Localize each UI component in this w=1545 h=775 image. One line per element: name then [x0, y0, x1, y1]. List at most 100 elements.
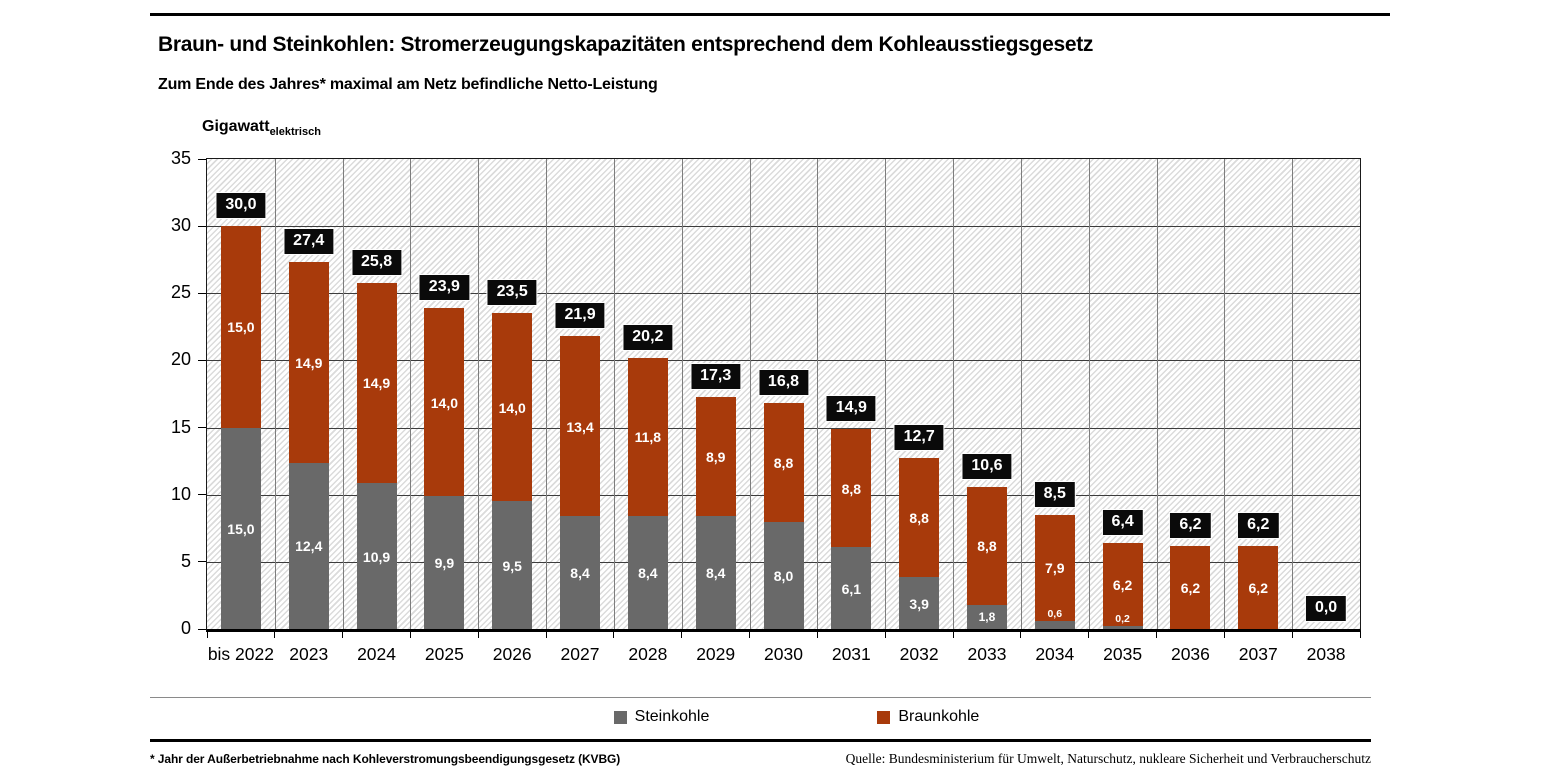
- gridline-vertical: [817, 159, 819, 629]
- total-value-badge: 12,7: [893, 424, 945, 452]
- x-axis-tick: [681, 632, 683, 638]
- gridline-vertical: [410, 159, 412, 629]
- y-axis-tick-label: 15: [170, 416, 191, 437]
- x-axis-tick: [1088, 632, 1090, 638]
- x-axis-category-label: 2036: [1170, 644, 1210, 664]
- legend-row: Steinkohle Braunkohle: [222, 698, 1371, 726]
- steinkohle-value-label: 8,0: [773, 567, 794, 584]
- y-axis-tick-label: 20: [170, 349, 191, 370]
- steinkohle-value-label: 1,8: [978, 610, 996, 625]
- x-axis-tick: [952, 632, 954, 638]
- gridline-vertical: [613, 159, 615, 629]
- bar-segment-steinkohle: [763, 521, 804, 629]
- bar-segment-steinkohle: [831, 547, 872, 629]
- gridline-vertical: [1088, 159, 1090, 629]
- bar-segment-braunkohle: [492, 313, 533, 502]
- bar-segment-braunkohle: [695, 396, 736, 517]
- legend-label-steinkohle: Steinkohle: [634, 708, 710, 725]
- gridline-vertical: [953, 159, 955, 629]
- x-axis-category-label: bis 2022: [207, 644, 274, 664]
- gridline-vertical: [1292, 159, 1294, 629]
- braunkohle-value-label: 14,9: [362, 375, 391, 392]
- x-axis-category-label: 2024: [357, 644, 397, 664]
- steinkohle-swatch-icon: [613, 710, 627, 724]
- x-axis-tick: [816, 632, 818, 638]
- source-text: Quelle: Bundesministerium für Umwelt, Na…: [845, 751, 1371, 766]
- gridline-vertical: [342, 159, 344, 629]
- steinkohle-value-label: 9,5: [502, 557, 522, 574]
- braunkohle-value-label: 14,9: [295, 354, 323, 371]
- legend-label-braunkohle: Braunkohle: [898, 708, 980, 725]
- braunkohle-value-label: 6,2: [1248, 579, 1268, 596]
- total-value-badge: 20,2: [622, 323, 674, 351]
- unit-subscript: elektrisch: [269, 126, 321, 139]
- bar-segment-braunkohle: [627, 357, 668, 517]
- total-value-badge: 21,9: [554, 302, 606, 330]
- legend-item-steinkohle: Steinkohle: [613, 708, 710, 726]
- bar-segment-braunkohle: [1170, 545, 1211, 629]
- gridline-horizontal: [207, 360, 1360, 362]
- bar-segment-braunkohle: [899, 458, 940, 577]
- gridline-vertical: [681, 159, 683, 629]
- total-value-badge: 6,4: [1101, 509, 1144, 537]
- x-axis-tick: [342, 632, 344, 638]
- total-value-badge: 27,4: [283, 228, 335, 256]
- braunkohle-value-label: 6,2: [1112, 577, 1133, 594]
- y-axis-tick-label: 0: [180, 618, 191, 638]
- bar-segment-steinkohle: [424, 496, 465, 629]
- steinkohle-value-label: 8,4: [638, 565, 658, 582]
- bar-segment-steinkohle: [288, 462, 329, 629]
- legend-item-braunkohle: Braunkohle: [877, 708, 979, 726]
- x-axis-category-label: 2035: [1103, 644, 1143, 664]
- gridline-vertical: [1156, 159, 1158, 629]
- steinkohle-value-label: 0,6: [1047, 607, 1063, 620]
- y-axis-tick: [198, 359, 206, 361]
- x-axis-tick: [1223, 632, 1225, 638]
- braunkohle-value-label: 8,8: [841, 480, 862, 497]
- bar-segment-braunkohle: [763, 403, 804, 522]
- braunkohle-value-label: 8,8: [773, 455, 794, 471]
- y-axis-tick-label: 25: [170, 282, 191, 303]
- total-value-badge: 23,5: [486, 279, 538, 307]
- bar-segment-steinkohle: [220, 427, 261, 629]
- bar-segment-steinkohle: [560, 516, 601, 629]
- page-title: Braun- und Steinkohlen: Stromerzeugungsk…: [158, 33, 1094, 56]
- total-value-badge: 10,6: [961, 452, 1013, 480]
- x-axis-category-label: 2026: [492, 644, 532, 664]
- x-axis-category-label: 2038: [1306, 644, 1346, 664]
- total-value-badge: 14,9: [825, 394, 877, 422]
- total-value-badge: 8,5: [1033, 480, 1076, 508]
- x-axis-tick: [477, 632, 479, 638]
- bar-segment-steinkohle: [356, 482, 397, 629]
- bar-segment-braunkohle: [1034, 514, 1075, 621]
- braunkohle-value-label: 7,9: [1045, 560, 1065, 577]
- top-rule: [150, 13, 1390, 16]
- steinkohle-value-label: 6,1: [841, 580, 862, 597]
- gridline-vertical: [749, 159, 751, 629]
- bar-segment-braunkohle: [288, 262, 329, 463]
- bar-segment-steinkohle: [899, 576, 940, 629]
- y-axis-tick: [198, 494, 206, 496]
- y-axis-tick-label: 30: [170, 215, 191, 236]
- braunkohle-value-label: 15,0: [227, 319, 255, 336]
- braunkohle-value-label: 11,8: [634, 429, 662, 446]
- bar-segment-braunkohle: [220, 226, 261, 428]
- bar-segment-braunkohle: [966, 486, 1007, 605]
- bar-segment-steinkohle: [695, 516, 736, 629]
- braunkohle-swatch-icon: [877, 710, 891, 724]
- braunkohle-value-label: 8,9: [705, 448, 726, 465]
- x-axis-category-label: 2034: [1035, 644, 1075, 664]
- gridline-horizontal: [207, 226, 1360, 228]
- gridline-horizontal: [207, 293, 1360, 295]
- y-axis-tick: [198, 158, 206, 160]
- steinkohle-value-label: 10,9: [362, 548, 391, 565]
- x-axis-category-label: 2023: [289, 644, 329, 664]
- x-axis-tick: [1020, 632, 1022, 638]
- bar-segment-steinkohle: [1034, 620, 1075, 629]
- gridline-vertical: [1224, 159, 1226, 629]
- x-axis-category-label: 2032: [899, 644, 939, 664]
- y-axis-tick-label: 5: [180, 550, 191, 571]
- x-axis-tick: [749, 632, 751, 638]
- page-subtitle: Zum Ende des Jahres* maximal am Netz bef…: [158, 76, 658, 93]
- x-axis-category-label: 2027: [560, 644, 600, 664]
